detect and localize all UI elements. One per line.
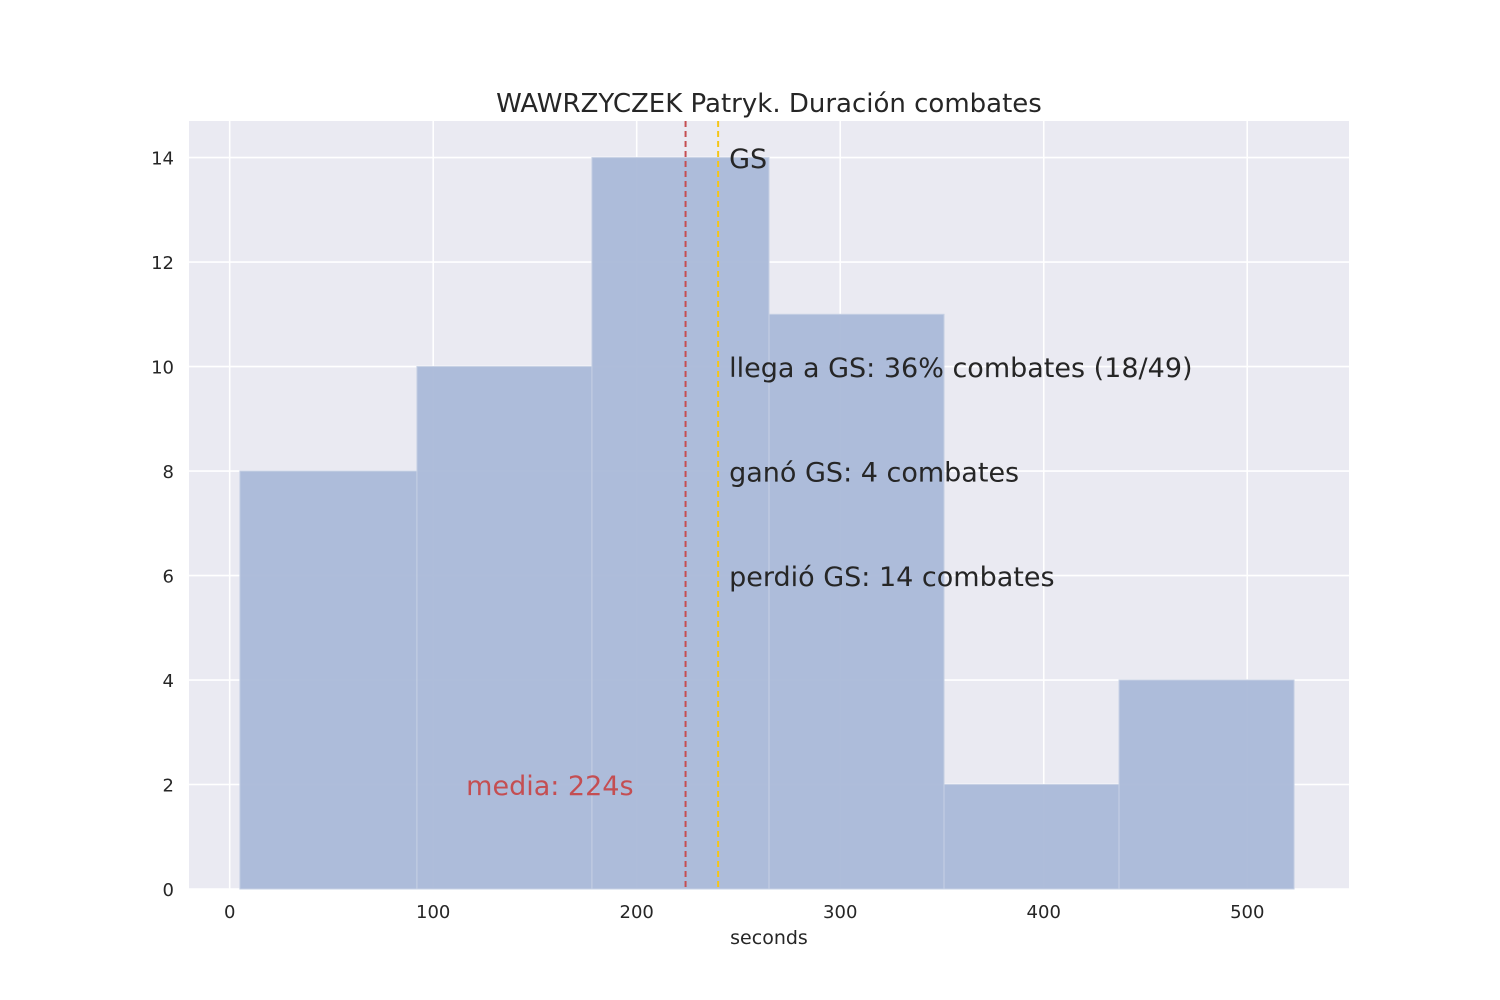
x-tick-label: 100 [416, 902, 450, 923]
x-tick-label: 200 [620, 902, 654, 923]
x-tick-label: 400 [1027, 902, 1061, 923]
y-tick-label: 2 [163, 776, 174, 797]
y-tick-label: 12 [151, 253, 174, 274]
histogram-bar [1118, 679, 1295, 890]
y-tick-label: 8 [163, 462, 174, 483]
y-tick-label: 4 [163, 671, 174, 692]
x-tick-label: 0 [224, 902, 235, 923]
y-tick-label: 0 [163, 880, 174, 901]
y-tick-label: 10 [151, 358, 174, 379]
histogram-bar [416, 366, 593, 890]
x-axis-label: seconds [730, 927, 808, 949]
histogram-bar [591, 157, 770, 890]
histogram-bar [943, 784, 1120, 890]
golden-score-label: GS [729, 144, 767, 175]
annotation-lost-gs: perdió GS: 14 combates [729, 562, 1054, 593]
x-axis-ticks: 0 100 200 300 400 500 [224, 902, 1264, 923]
annotation-reaches-gs: llega a GS: 36% combates (18/49) [729, 353, 1192, 384]
annotation-won-gs: ganó GS: 4 combates [729, 457, 1019, 488]
histogram-bar [768, 313, 945, 890]
y-tick-label: 14 [151, 149, 174, 170]
x-tick-label: 300 [823, 902, 857, 923]
mean-label: media: 224s [466, 771, 633, 802]
chart-title: WAWRZYCZEK Patryk. Duración combates [496, 89, 1042, 119]
y-tick-label: 6 [163, 567, 174, 588]
histogram-bar [239, 470, 418, 890]
y-axis-ticks: 0 2 4 6 8 10 12 14 [151, 149, 174, 901]
histogram-bars [239, 157, 1295, 890]
x-tick-label: 500 [1230, 902, 1264, 923]
